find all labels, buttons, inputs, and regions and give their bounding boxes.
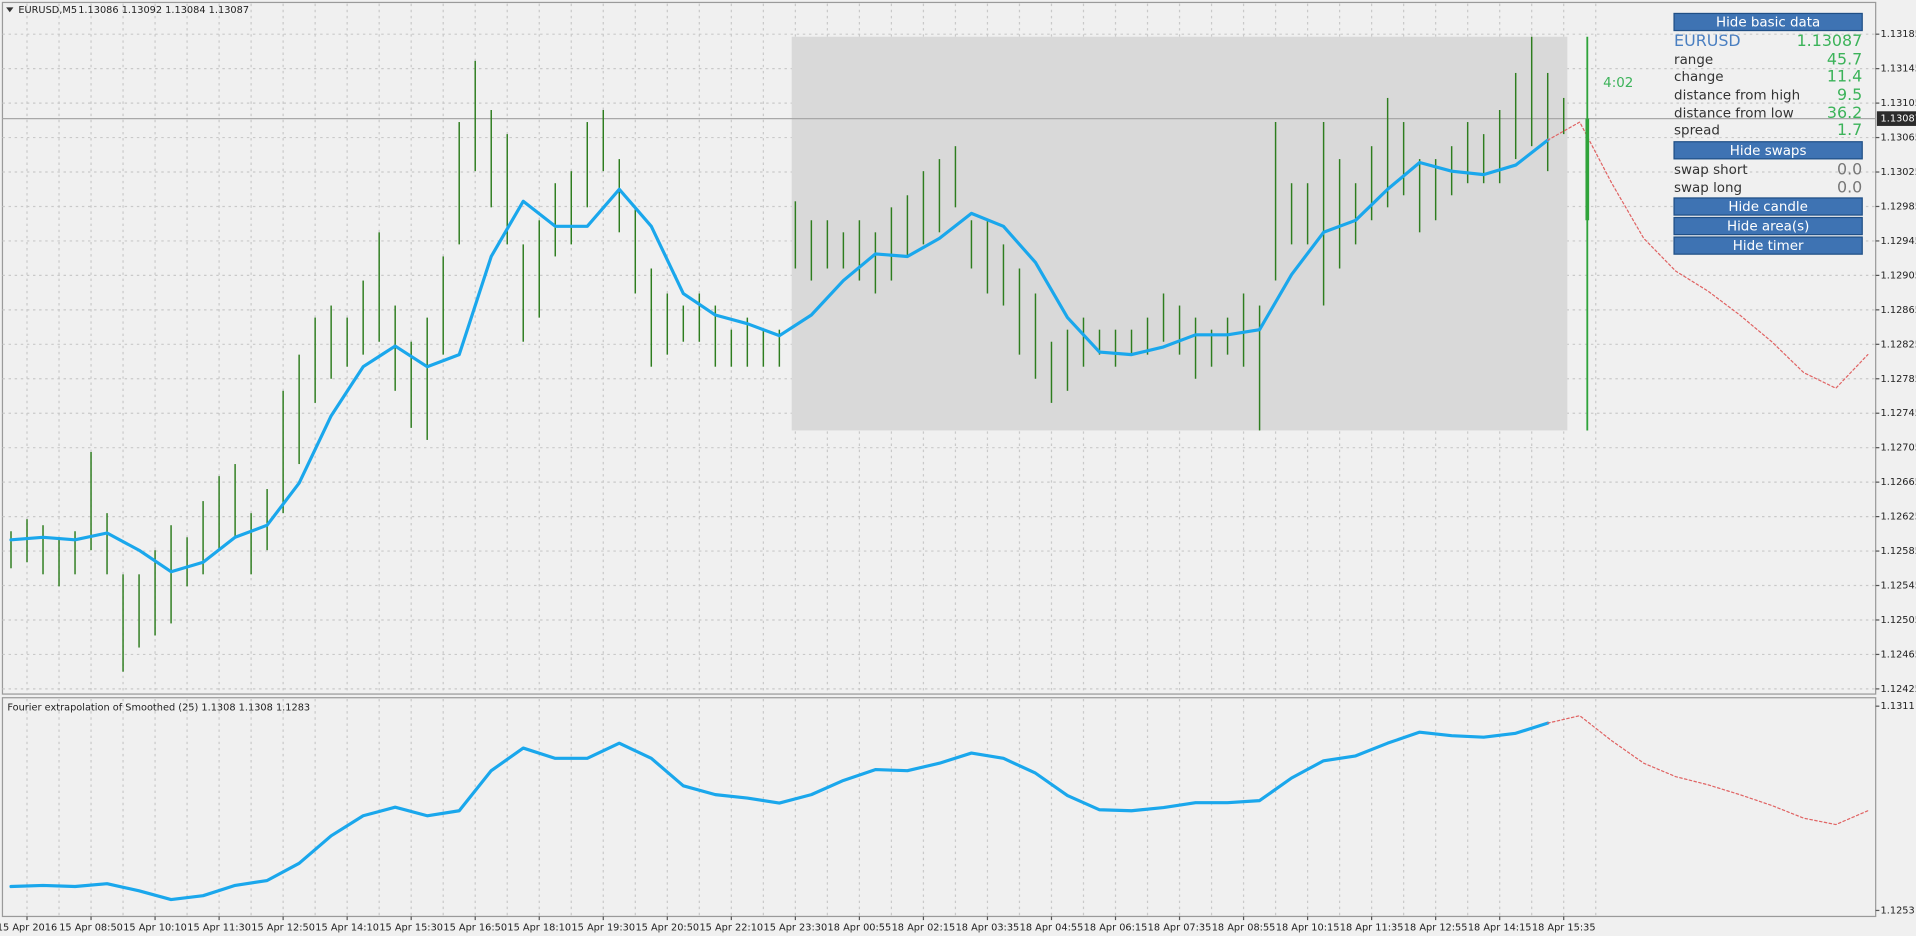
button-label[interactable]: Hide swaps [1730,144,1807,159]
x-tick-label: 15 Apr 22:10 [699,922,763,933]
y-tick-label: 1.1311 [1881,701,1915,712]
x-tick-label: 15 Apr 08:50 [59,922,123,933]
x-tick-label: 18 Apr 03:35 [956,922,1020,933]
x-tick-label: 15 Apr 10:10 [123,922,187,933]
x-tick-label: 18 Apr 00:55 [828,922,892,933]
y-tick-label: 1.12705 [1881,443,1916,454]
x-tick-label: 15 Apr 11:30 [187,922,251,933]
x-tick-label: 18 Apr 12:55 [1404,922,1468,933]
y-tick-label: 1.13185 [1881,29,1916,40]
y-tick-label: 1.1253 [1881,905,1915,916]
panel-button[interactable]: Hide timer [1673,236,1863,255]
y-tick-label: 1.13105 [1881,98,1916,109]
y-tick-label: 1.13065 [1881,133,1916,144]
panel-row-label: distance from low [1674,107,1794,122]
button-label[interactable]: Hide area(s) [1727,220,1809,235]
extrapolation-line [1547,121,1869,389]
panel-row-label: range [1674,53,1713,68]
x-tick-label: 15 Apr 14:10 [315,922,379,933]
button-face[interactable] [1673,197,1863,216]
x-tick-label: 18 Apr 08:55 [1212,922,1276,933]
x-tick-label: 18 Apr 02:15 [892,922,956,933]
menu-arrow[interactable] [6,7,14,13]
x-tick-label: 18 Apr 10:15 [1276,922,1340,933]
panel-row-label: change [1674,70,1723,85]
panel-row-value: 45.7 [1827,49,1862,68]
y-tick-label: 1.12825 [1881,339,1916,350]
x-tick-label: 15 Apr 19:30 [571,922,635,933]
x-tick-label: 15 Apr 16:50 [443,922,507,933]
y-tick-label: 1.12625 [1881,512,1916,523]
button-face[interactable] [1673,216,1863,236]
panel-price: 1.13087 [1797,31,1863,50]
panel-row-value: 1.7 [1837,120,1862,139]
x-tick-label: 15 Apr 12:50 [251,922,315,933]
button-label[interactable]: Hide basic data [1716,16,1820,31]
extrapolation-line [1547,715,1869,826]
y-tick-label: 1.12785 [1881,374,1916,385]
symbol-title: EURUSD,M5 [18,5,77,16]
x-tick-label: 15 Apr 18:10 [507,922,571,933]
panel-row-value: 9.5 [1837,85,1862,104]
info-panel: Hide basic data Hide swaps Hide candle Hide… [1673,12,1863,255]
x-tick-label: 18 Apr 14:15 [1468,922,1532,933]
x-tick-label: 18 Apr 11:35 [1340,922,1404,933]
swap-value: 0.0 [1837,159,1862,178]
y-tick-label: 1.12425 [1881,684,1916,695]
panel-symbol: EURUSD [1674,31,1741,50]
x-tick-label: 18 Apr 06:15 [1084,922,1148,933]
swap-value: 0.0 [1837,178,1862,197]
x-tick-label: 18 Apr 07:35 [1148,922,1212,933]
candle-body [1585,118,1590,221]
y-tick-label: 1.12745 [1881,408,1916,419]
price-marker-box [1876,111,1916,126]
y-tick-label: 1.12985 [1881,201,1916,212]
y-tick-label: 1.12505 [1881,615,1916,626]
range-area [791,36,1568,431]
ohlc-values: 1.13086 1.13092 1.13084 1.13087 [78,5,249,16]
x-tick-label: 18 Apr 04:55 [1020,922,1084,933]
sub-chart-frame [1,697,1877,918]
button-face[interactable] [1673,12,1863,32]
y-tick-label: 1.12865 [1881,305,1916,316]
y-tick-label: 1.13145 [1881,64,1916,75]
button-label[interactable]: Hide timer [1733,239,1804,254]
x-tick-label: 15 Apr 15:30 [379,922,443,933]
button-face[interactable] [1673,236,1863,255]
y-tick-label: 1.12465 [1881,649,1916,660]
panel-button[interactable]: Hide area(s) [1673,216,1863,236]
smoothed-line [9,721,1550,902]
panel-row-value: 36.2 [1827,103,1862,122]
panel-button[interactable]: Hide basic data [1673,12,1863,32]
x-tick-label: 15 Apr 20:50 [635,922,699,933]
y-tick-label: 1.13025 [1881,167,1916,178]
y-tick-label: 1.12585 [1881,546,1916,557]
x-tick-label: 15 Apr 23:30 [764,922,828,933]
timer: 4:02 [1603,76,1633,91]
y-tick-label: 1.12545 [1881,581,1916,592]
y-tick-label: 1.12665 [1881,477,1916,488]
sub-chart-title: Fourier extrapolation of Smoothed (25) 1… [7,702,310,713]
panel-button[interactable]: Hide candle [1673,197,1863,216]
y-tick-label: 1.12945 [1881,236,1916,247]
button-label[interactable]: Hide candle [1728,200,1808,215]
panel-row-label: distance from high [1674,88,1800,103]
x-tick-label: 15 Apr 2016 [0,922,57,933]
y-tick-label: 1.12905 [1881,270,1916,281]
price-marker-label: 1.13087 [1881,114,1916,125]
panel-row-label: spread [1674,124,1720,139]
button-face[interactable] [1673,141,1863,160]
plot: 1.13087 [2,36,1916,902]
swap-label: swap long [1674,181,1742,196]
swap-label: swap short [1674,163,1748,178]
smoothed-line [9,138,1550,574]
panel-button[interactable]: Hide swaps [1673,141,1863,160]
panel-row-value: 11.4 [1827,66,1862,85]
x-tick-label: 18 Apr 15:35 [1532,922,1596,933]
